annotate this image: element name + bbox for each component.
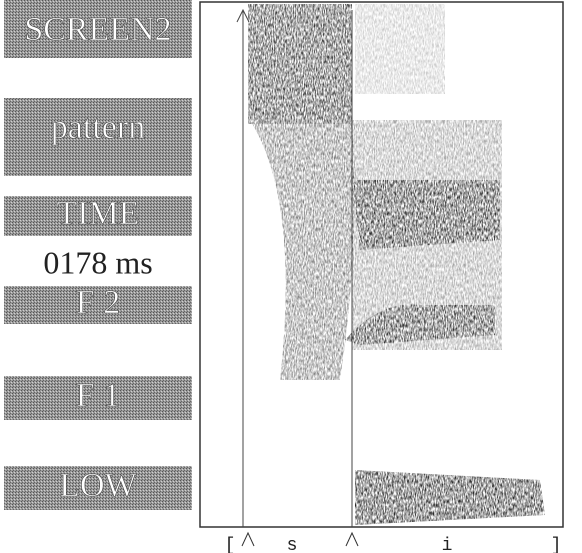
f1-button[interactable]: F 1 bbox=[76, 377, 120, 414]
f2-button[interactable]: F 2 bbox=[76, 284, 120, 321]
screen: SCREEN2 pattern TIME 0178 ms F 2 F 1 LOW… bbox=[0, 0, 582, 553]
time-label[interactable]: TIME bbox=[56, 195, 139, 232]
segment-bar: [ s i ] bbox=[225, 533, 562, 553]
spectrogram bbox=[200, 2, 563, 527]
segment-label: i bbox=[442, 536, 453, 553]
segment-label: s bbox=[287, 536, 298, 553]
screen-title: SCREEN2 bbox=[24, 11, 171, 48]
segment-close: ] bbox=[551, 536, 562, 553]
low-button[interactable]: LOW bbox=[59, 467, 137, 504]
boundary-marker bbox=[346, 533, 358, 546]
segment-open: [ bbox=[225, 536, 236, 553]
boundary-marker bbox=[242, 533, 254, 546]
time-value: 0178 ms bbox=[43, 244, 152, 280]
sidebar: SCREEN2 pattern TIME 0178 ms F 2 F 1 LOW bbox=[4, 0, 192, 510]
mode-label[interactable]: pattern bbox=[51, 109, 145, 146]
